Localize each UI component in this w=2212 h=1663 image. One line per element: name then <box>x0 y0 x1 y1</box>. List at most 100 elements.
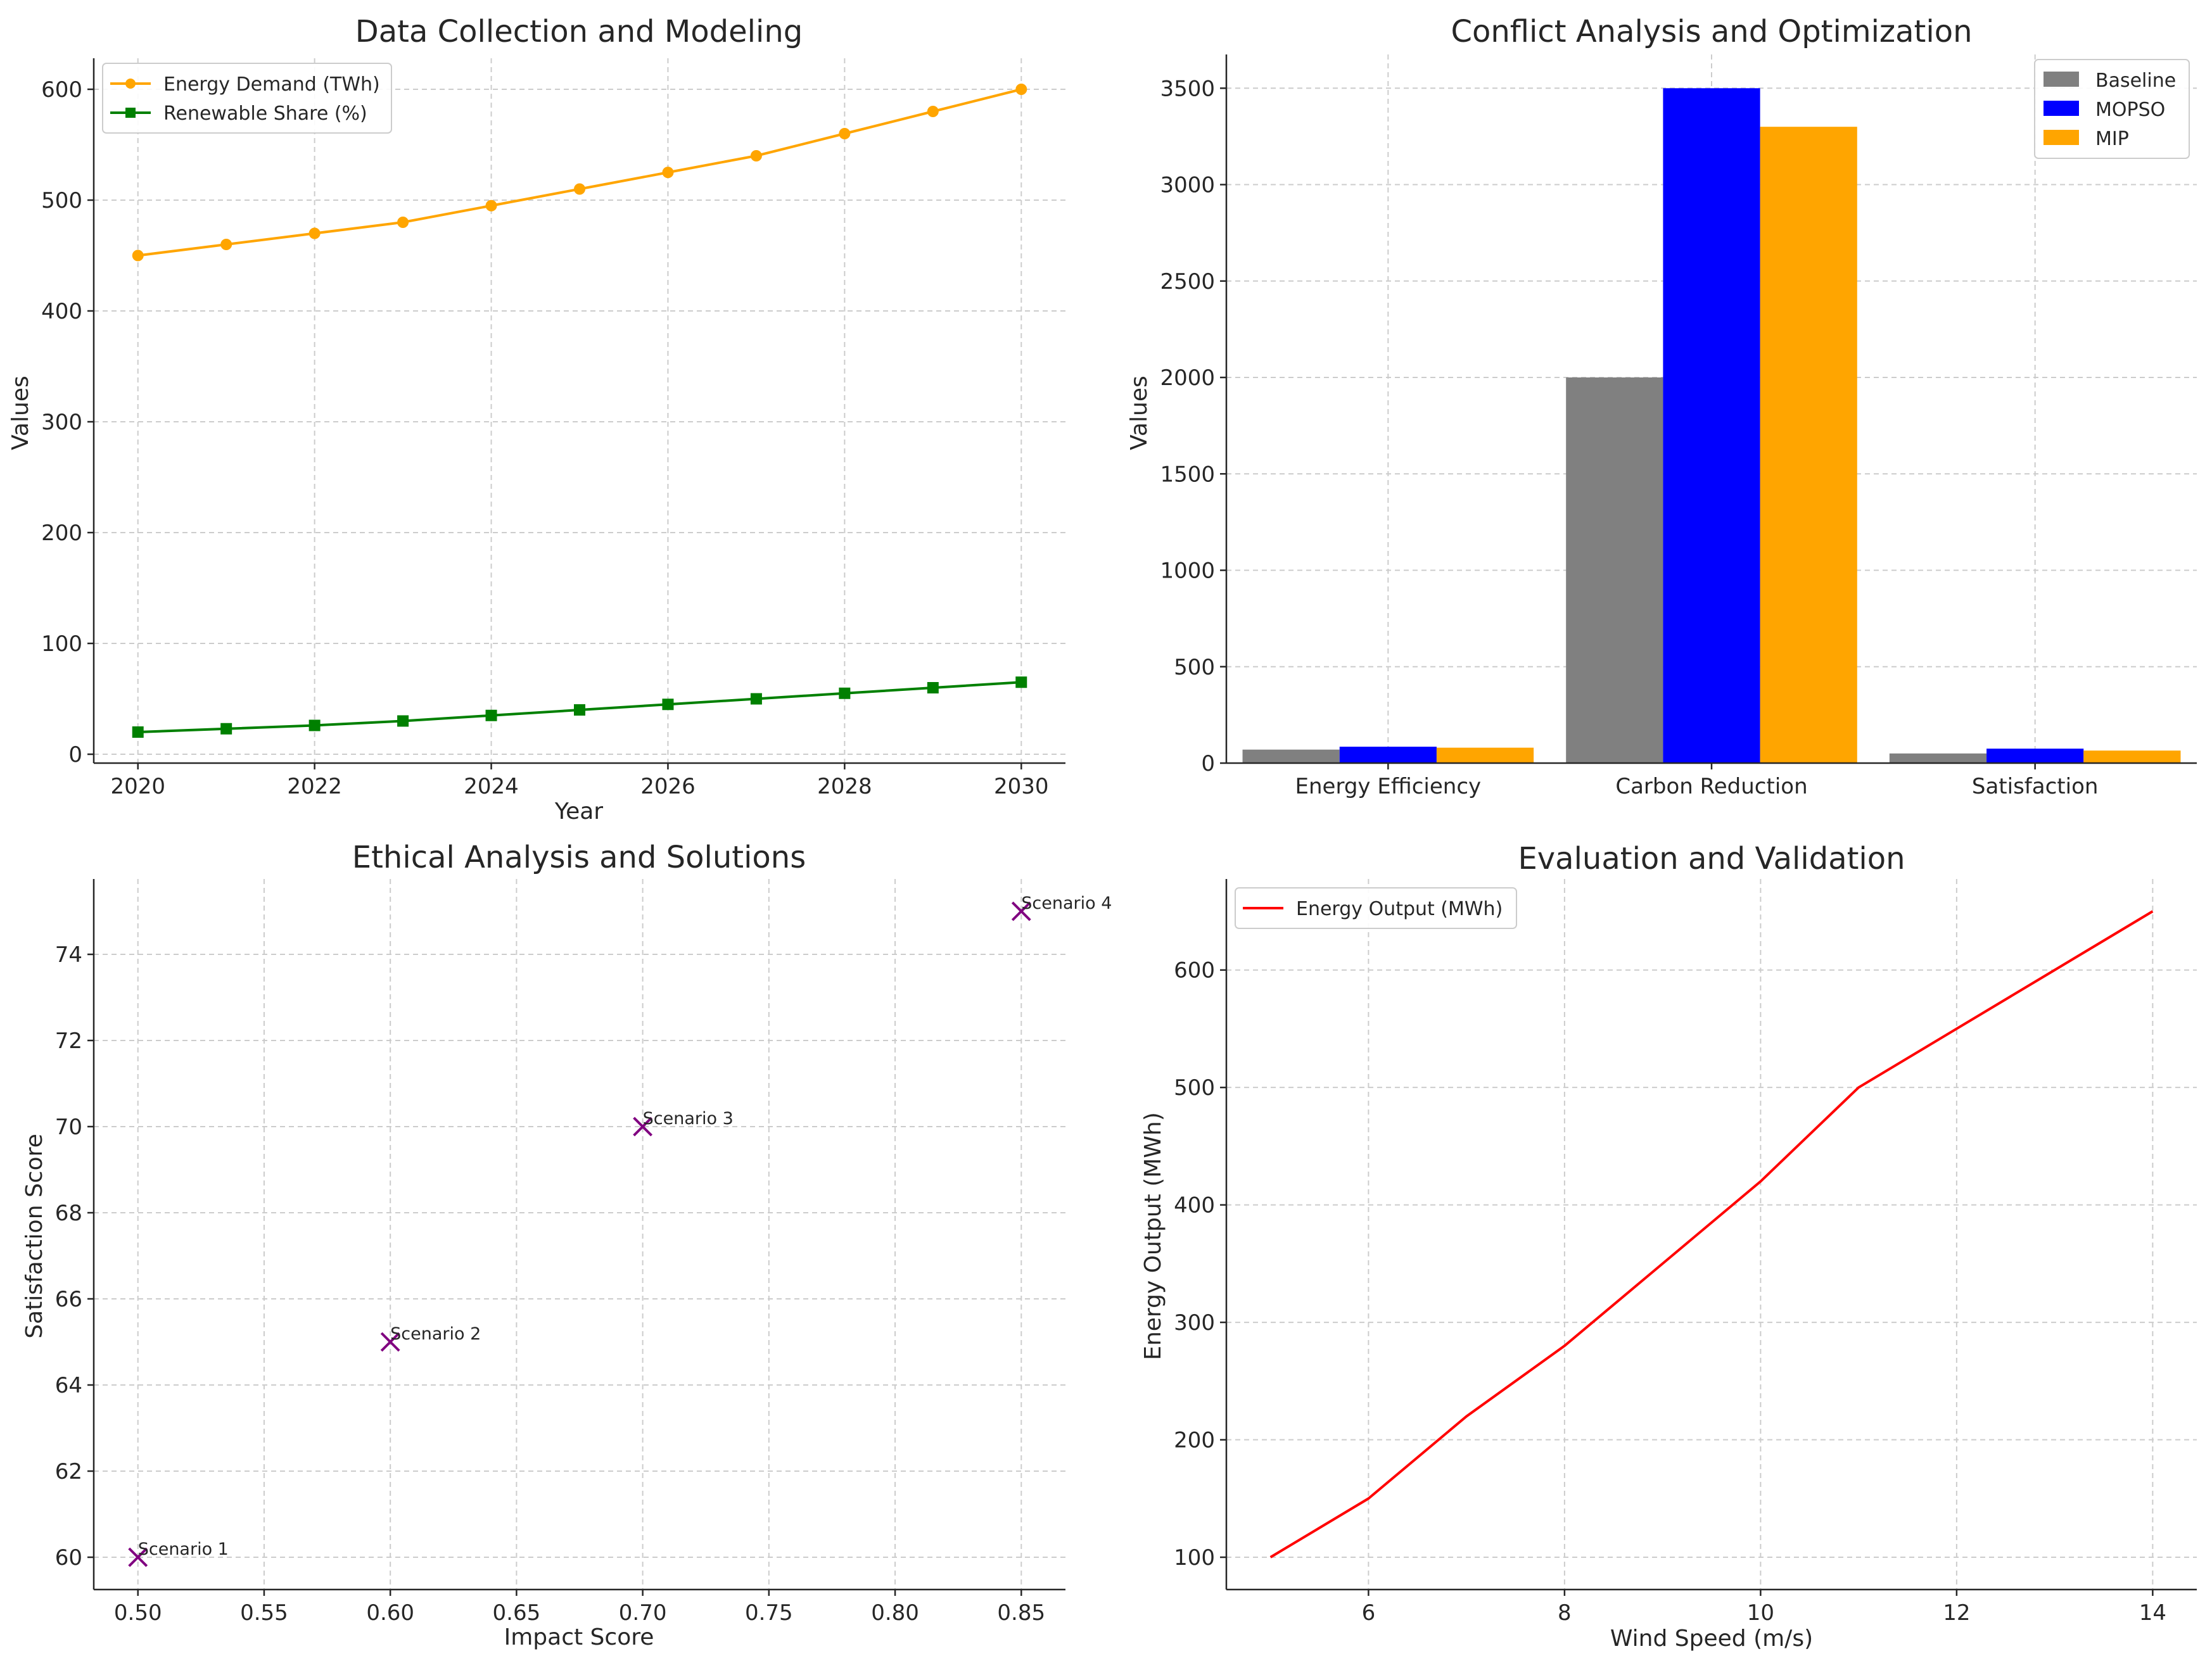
bar <box>2083 750 2181 763</box>
x-tick-label: Satisfaction <box>1972 774 2099 799</box>
data-point <box>574 704 585 716</box>
legend-label: MOPSO <box>2095 99 2165 121</box>
y-tick-label: 60 <box>55 1545 82 1571</box>
legend: Energy Demand (TWh) Renewable Share (%) <box>102 63 392 134</box>
bar <box>1436 747 1534 763</box>
subplot-evaluation: Evaluation and Validation Wind Speed (m/… <box>1140 841 2197 1652</box>
x-tick-label: 2022 <box>287 774 342 799</box>
y-tick-label: 2500 <box>1160 269 1215 294</box>
data-point <box>574 183 585 195</box>
bar <box>1889 753 1987 763</box>
scatter-point <box>633 1116 653 1137</box>
legend-label: Baseline <box>2095 70 2176 92</box>
y-tick-label: 600 <box>41 77 82 103</box>
data-point <box>308 227 321 239</box>
x-tick-label: 12 <box>1943 1600 1970 1626</box>
x-tick-label: 0.70 <box>619 1600 667 1626</box>
x-tick-label: 0.60 <box>366 1600 414 1626</box>
y-tick-label: 500 <box>41 188 82 213</box>
x-marker-stroke <box>633 1116 653 1137</box>
x-tick-label: 0.85 <box>997 1600 1045 1626</box>
y-tick-label: 70 <box>55 1115 82 1140</box>
bar <box>1242 749 1340 763</box>
legend-frame <box>102 63 392 134</box>
x-axis-label: Wind Speed (m/s) <box>1610 1626 1813 1652</box>
y-tick-label: 2000 <box>1160 365 1215 391</box>
chart-title: Evaluation and Validation <box>1518 841 1905 876</box>
y-tick-label: 100 <box>1174 1545 1215 1571</box>
y-tick-label: 68 <box>55 1201 82 1226</box>
legend-label: Energy Output (MWh) <box>1296 898 1503 920</box>
data-point <box>662 167 674 179</box>
chart-title: Conflict Analysis and Optimization <box>1451 14 1973 49</box>
subplot-conflict-analysis: Conflict Analysis and Optimization Value… <box>1126 14 2197 799</box>
data-point <box>132 250 144 262</box>
y-tick-label: 3000 <box>1160 173 1215 198</box>
y-tick-label: 62 <box>55 1459 82 1484</box>
x-tick-label: 10 <box>1747 1600 1774 1626</box>
legend-label: MIP <box>2095 128 2129 150</box>
bar <box>1339 747 1437 763</box>
y-tick-label: 64 <box>55 1373 82 1398</box>
grid-lines <box>1226 879 2197 1590</box>
y-tick-label: 1000 <box>1160 559 1215 584</box>
series-line <box>1269 910 2154 1559</box>
x-tick-label: 0.65 <box>493 1600 541 1626</box>
data-point <box>1015 676 1027 688</box>
x-axis-label: Impact Score <box>504 1624 654 1650</box>
data-point <box>927 106 939 117</box>
x-tick-label: 0.50 <box>114 1600 162 1626</box>
x-tick-label: 2028 <box>817 774 872 799</box>
data-point <box>485 709 497 721</box>
legend-marker <box>125 108 136 118</box>
x-marker-stroke <box>380 1332 400 1352</box>
x-tick-label: 2020 <box>110 774 165 799</box>
x-tick-label: 2024 <box>464 774 519 799</box>
y-tick-label: 74 <box>55 942 82 968</box>
y-tick-label: 300 <box>41 410 82 435</box>
y-tick-label: 72 <box>55 1028 82 1054</box>
bar <box>1986 749 2084 763</box>
legend: Baseline MOPSO MIP <box>2034 59 2190 159</box>
legend-label: Energy Demand (TWh) <box>163 73 380 96</box>
data-point <box>220 239 232 250</box>
scatter-point <box>128 1547 148 1567</box>
data-point <box>308 719 321 731</box>
data-point <box>750 150 762 161</box>
x-tick-label: Energy Efficiency <box>1295 774 1482 799</box>
bar <box>1566 377 1663 763</box>
y-tick-label: 500 <box>1174 655 1215 680</box>
y-tick-label: 0 <box>68 742 82 768</box>
x-marker-stroke <box>1011 901 1031 921</box>
y-tick-label: 600 <box>1174 958 1215 983</box>
y-tick-label: 0 <box>1201 751 1215 776</box>
data-point <box>397 715 409 727</box>
y-tick-label: 500 <box>1174 1075 1215 1101</box>
x-tick-label: 0.55 <box>240 1600 288 1626</box>
y-tick-label: 300 <box>1174 1310 1215 1336</box>
data-point <box>839 128 851 139</box>
y-tick-label: 400 <box>1174 1193 1215 1218</box>
legend-swatch <box>2044 130 2079 145</box>
data-point <box>750 693 762 705</box>
data-point <box>132 726 144 738</box>
legend-swatch <box>2044 101 2079 116</box>
data-point <box>485 199 497 212</box>
bar <box>1760 127 1857 764</box>
data-point <box>839 687 851 699</box>
point-annotation: Scenario 2 <box>390 1324 481 1344</box>
point-annotation: Scenario 3 <box>643 1109 734 1129</box>
chart-title: Data Collection and Modeling <box>355 14 803 49</box>
x-tick-label: 0.80 <box>871 1600 919 1626</box>
y-tick-label: 100 <box>41 631 82 657</box>
point-annotation: Scenario 1 <box>138 1540 229 1559</box>
grid-lines <box>94 879 1065 1590</box>
legend-label: Renewable Share (%) <box>163 103 367 125</box>
y-tick-label: 66 <box>55 1287 82 1312</box>
y-axis-label: Satisfaction Score <box>22 1134 48 1339</box>
scatter-point <box>1011 901 1031 921</box>
x-tick-label: 2030 <box>994 774 1049 799</box>
x-tick-label: 14 <box>2139 1600 2166 1626</box>
y-axis-label: Values <box>1126 376 1152 450</box>
